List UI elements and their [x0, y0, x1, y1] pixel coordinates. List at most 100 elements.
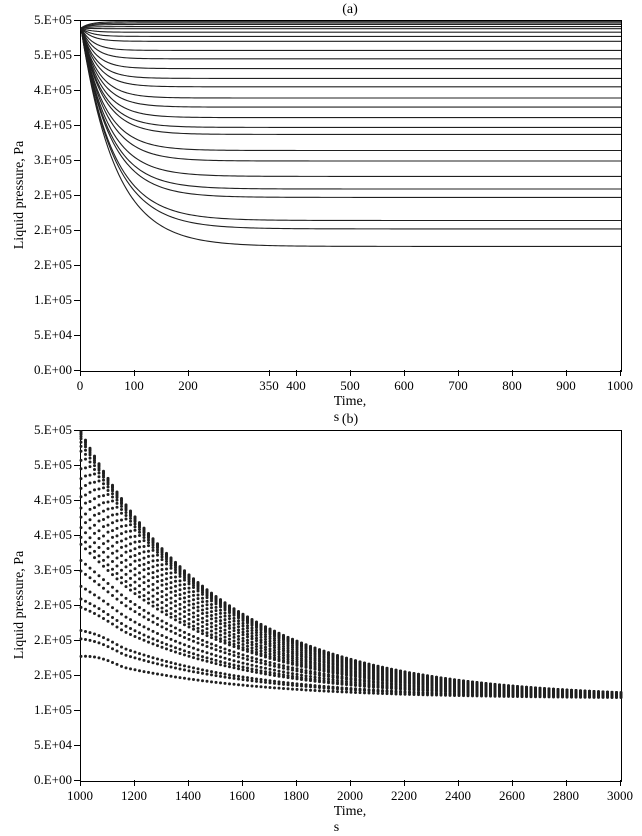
series-line [81, 28, 621, 78]
xtick [296, 370, 297, 376]
ytick-label: 5.E+05 [34, 47, 72, 63]
xtick [296, 780, 297, 786]
ytick [74, 230, 80, 231]
ytick-label: 4.E+05 [34, 492, 72, 508]
ytick [74, 570, 80, 571]
ytick [74, 640, 80, 641]
ytick [74, 125, 80, 126]
series-line [81, 28, 621, 161]
xtick [404, 370, 405, 376]
ytick-label: 2.E+05 [34, 597, 72, 613]
ytick [74, 745, 80, 746]
ytick-label: 2.E+05 [34, 632, 72, 648]
xtick [269, 370, 270, 376]
xtick [458, 370, 459, 376]
xtick [620, 370, 621, 376]
xtick [620, 780, 621, 786]
ytick-label: 3.E+05 [34, 562, 72, 578]
xtick-label: 3000 [607, 788, 633, 804]
ytick [74, 675, 80, 676]
xtick-label: 1400 [175, 788, 201, 804]
ytick-label: 2.E+05 [34, 257, 72, 273]
xtick [188, 370, 189, 376]
ytick [74, 780, 80, 781]
ytick-label: 5.E+05 [34, 12, 72, 28]
series-dots [80, 430, 623, 694]
ytick-label: 0.E+00 [34, 772, 72, 788]
ytick [74, 500, 80, 501]
panel-a-series [81, 21, 621, 371]
series-line [81, 28, 621, 29]
series-line [81, 28, 621, 221]
xtick-label: 350 [259, 378, 279, 394]
ytick [74, 90, 80, 91]
xtick-label: 400 [286, 378, 306, 394]
series-line [81, 28, 621, 246]
series-line [81, 28, 621, 134]
xtick-label: 2000 [337, 788, 363, 804]
ytick [74, 195, 80, 196]
series-line [81, 28, 621, 50]
xtick-label: 700 [448, 378, 468, 394]
ytick-label: 1.E+05 [34, 292, 72, 308]
ytick [74, 160, 80, 161]
series-line [81, 28, 621, 69]
ytick [74, 300, 80, 301]
xtick [80, 370, 81, 376]
ytick [74, 535, 80, 536]
ytick-label: 2.E+05 [34, 222, 72, 238]
xtick-label: 2800 [553, 788, 579, 804]
ytick [74, 335, 80, 336]
xtick [404, 780, 405, 786]
ytick-label: 5.E+05 [34, 422, 72, 438]
panel-a-title: (a) [342, 2, 358, 18]
xtick-label: 2200 [391, 788, 417, 804]
ytick [74, 605, 80, 606]
series-line [81, 28, 621, 98]
series-line [81, 28, 621, 229]
xtick [512, 780, 513, 786]
ytick-label: 4.E+05 [34, 527, 72, 543]
panel-b-title: (b) [342, 412, 358, 428]
xtick-label: 2600 [499, 788, 525, 804]
panel-b-xlabel: Time, s [334, 804, 367, 836]
xtick-label: 1800 [283, 788, 309, 804]
xtick [134, 370, 135, 376]
series-dots [80, 432, 623, 695]
xtick [566, 370, 567, 376]
ytick [74, 265, 80, 266]
panel-b-series [81, 431, 621, 781]
ytick [74, 710, 80, 711]
xtick [134, 780, 135, 786]
panel-b-ylabel: Liquid pressure, Pa [12, 551, 28, 659]
xtick-label: 0 [77, 378, 84, 394]
xtick-label: 100 [124, 378, 144, 394]
panel-a-plot [80, 20, 622, 372]
ytick-label: 1.E+05 [34, 702, 72, 718]
ytick-label: 0.E+00 [34, 362, 72, 378]
figure: (a) Time, s Liquid pressure, Pa (b) Time… [0, 0, 642, 826]
ytick [74, 20, 80, 21]
ytick [74, 465, 80, 466]
series-line [81, 23, 621, 28]
xtick [350, 780, 351, 786]
panel-b-plot [80, 430, 622, 782]
xtick [566, 780, 567, 786]
xtick-label: 500 [340, 378, 360, 394]
xtick-label: 600 [394, 378, 414, 394]
xtick [188, 780, 189, 786]
ytick [74, 55, 80, 56]
xtick [242, 780, 243, 786]
ytick-label: 4.E+05 [34, 82, 72, 98]
series-line [81, 28, 621, 107]
ytick-label: 2.E+05 [34, 667, 72, 683]
ytick-label: 3.E+05 [34, 152, 72, 168]
series-line [81, 27, 621, 28]
xtick [80, 780, 81, 786]
xtick-label: 2400 [445, 788, 471, 804]
series-line [81, 28, 621, 41]
xtick [512, 370, 513, 376]
ytick-label: 2.E+05 [34, 187, 72, 203]
ytick [74, 430, 80, 431]
ytick-label: 5.E+05 [34, 457, 72, 473]
